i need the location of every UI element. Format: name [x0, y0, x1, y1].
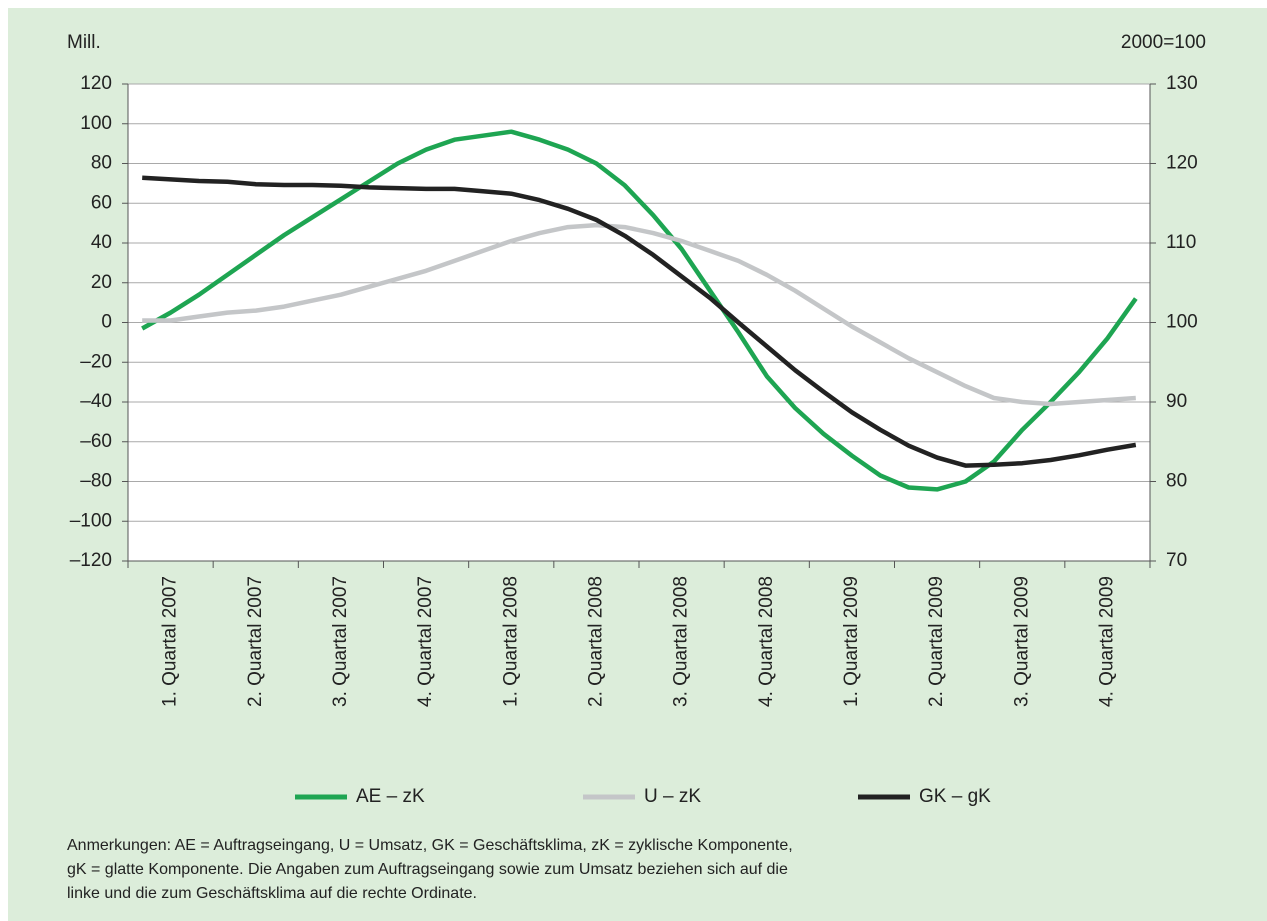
- x-tick-label: 4. Quartal 2009: [1096, 576, 1117, 707]
- y-tick-label: –100: [70, 510, 112, 531]
- series-line: [142, 175, 1137, 468]
- x-tick-label: 3. Quartal 2009: [1011, 576, 1032, 707]
- legend-label: U – zK: [644, 786, 701, 807]
- y2-tick-label: 120: [1166, 153, 1198, 174]
- x-tick-label: 1. Quartal 2008: [500, 576, 521, 707]
- note: linke und die zum Geschäftsklima auf die…: [67, 885, 477, 902]
- x-tick-label: 1. Quartal 2009: [841, 576, 862, 707]
- y-tick-label: 60: [91, 192, 112, 213]
- x-tick-label: 4. Quartal 2007: [415, 576, 436, 707]
- y-tick-label: –60: [80, 431, 112, 452]
- y-tick-label: –40: [80, 391, 112, 412]
- y2-tick-label: 80: [1166, 471, 1187, 492]
- x-tick-label: 2. Quartal 2008: [585, 576, 606, 707]
- y2-axis-label: 2000=100: [1121, 32, 1206, 53]
- y-axis-label: Mill.: [67, 32, 101, 53]
- x-tick-label: 4. Quartal 2008: [756, 576, 777, 707]
- y2-tick-label: 70: [1166, 550, 1187, 571]
- series-line: [141, 129, 1138, 492]
- y-tick-label: 20: [91, 272, 112, 293]
- y2-tick-label: 90: [1166, 391, 1187, 412]
- y2-tick-label: 100: [1166, 312, 1198, 333]
- note: gK = glatte Komponente. Die Angaben zum …: [67, 861, 788, 878]
- series-line: [142, 222, 1136, 407]
- y2-tick-label: 110: [1166, 232, 1196, 253]
- y-tick-label: 40: [91, 232, 112, 253]
- x-tick-label: 3. Quartal 2007: [330, 576, 351, 707]
- y-tick-label: –120: [70, 550, 112, 571]
- x-tick-label: 2. Quartal 2007: [245, 576, 266, 707]
- y-tick-label: 80: [91, 153, 112, 174]
- y-tick-label: 120: [80, 73, 112, 94]
- y-tick-label: –80: [80, 471, 112, 492]
- y-tick-label: –20: [80, 351, 112, 372]
- x-tick-label: 3. Quartal 2008: [671, 576, 692, 707]
- y-tick-label: 0: [101, 312, 112, 333]
- y-tick-label: 100: [80, 113, 112, 134]
- x-tick-label: 1. Quartal 2007: [160, 576, 181, 707]
- legend-label: AE – zK: [356, 786, 425, 807]
- note: Anmerkungen: AE = Auftragseingang, U = U…: [67, 837, 793, 854]
- y2-tick-label: 130: [1166, 73, 1198, 94]
- x-tick-label: 2. Quartal 2009: [926, 576, 947, 707]
- legend-label: GK – gK: [919, 786, 991, 807]
